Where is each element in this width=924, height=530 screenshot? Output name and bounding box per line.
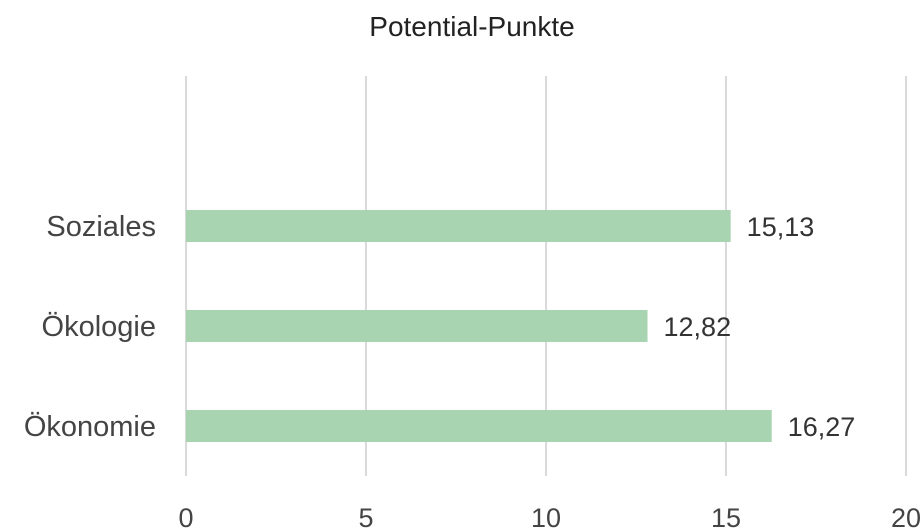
category-label-2: Ökonomie — [24, 411, 156, 443]
x-tick-label-20: 20 — [891, 503, 921, 530]
x-tick-label-15: 15 — [711, 503, 741, 530]
data-label-1: 12,82 — [664, 312, 732, 342]
bars — [186, 210, 772, 442]
x-tick-label-10: 10 — [531, 503, 561, 530]
chart-title: Potential-Punkte — [369, 11, 574, 42]
bar-2 — [186, 410, 772, 442]
gridlines — [185, 76, 907, 476]
category-label-1: Ökologie — [42, 311, 156, 343]
x-tick-label-0: 0 — [178, 503, 193, 530]
bar-1 — [186, 310, 648, 342]
bar-0 — [186, 210, 731, 242]
data-label-2: 16,27 — [788, 412, 856, 442]
category-label-0: Soziales — [46, 211, 156, 243]
x-tick-label-5: 5 — [358, 503, 373, 530]
category-labels: Soziales Ökologie Ökonomie — [24, 211, 156, 443]
data-label-0: 15,13 — [747, 212, 815, 242]
x-axis-tick-labels: 0 5 10 15 20 — [178, 503, 921, 530]
data-labels: 15,13 12,82 16,27 — [664, 212, 856, 442]
